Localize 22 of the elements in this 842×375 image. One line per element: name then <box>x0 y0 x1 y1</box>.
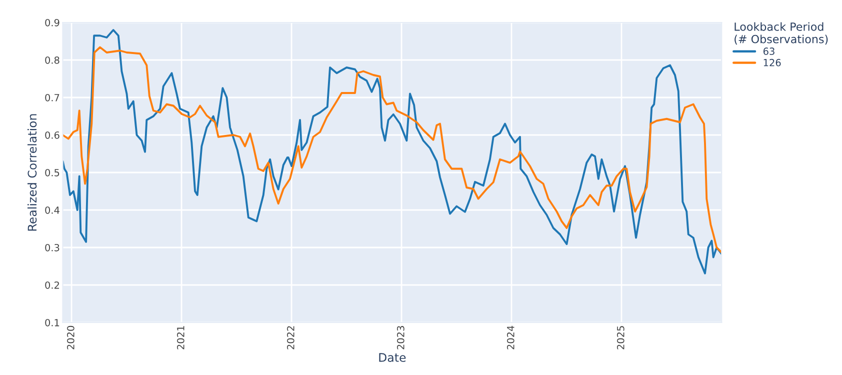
line-series <box>62 29 722 274</box>
x-tick-label: 2025 <box>616 326 624 350</box>
x-tick-label: 2024 <box>506 326 514 350</box>
y-tick-label: 0.7 <box>45 94 60 102</box>
y-tick-label: 0.6 <box>45 131 60 139</box>
x-tick-label: 2022 <box>286 326 294 350</box>
y-tick-label: 0.1 <box>45 318 60 326</box>
legend-label: 63 <box>763 48 774 55</box>
x-axis-title: Date <box>379 353 406 362</box>
y-tick-label: 0.3 <box>45 244 60 252</box>
line-series <box>62 46 722 254</box>
x-tick-label: 2020 <box>66 326 74 350</box>
y-tick-label: 0.5 <box>45 168 60 176</box>
y-tick-label: 0.4 <box>45 206 60 214</box>
x-tick-label: 2021 <box>176 326 184 350</box>
y-tick-label: 0.9 <box>45 18 60 26</box>
legend-title: Lookback Period (# Observations) <box>734 22 828 45</box>
legend-label: 126 <box>764 58 781 66</box>
y-tick-label: 0.2 <box>45 281 59 289</box>
x-tick-label: 2023 <box>396 326 404 350</box>
y-axis-title: Realized Correlation <box>28 114 37 231</box>
y-tick-label: 0.8 <box>45 56 60 64</box>
